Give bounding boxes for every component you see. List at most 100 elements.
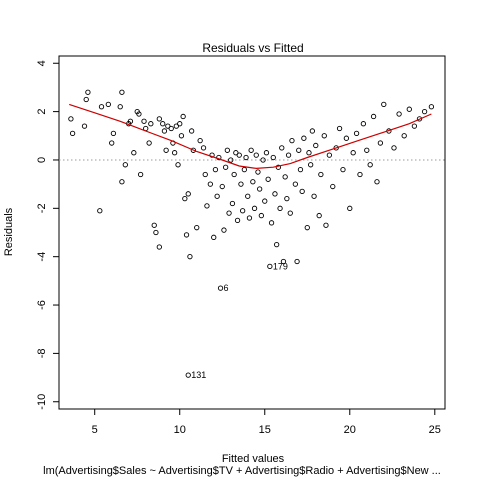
residual-point — [188, 128, 195, 134]
residual-point — [360, 121, 367, 127]
residual-point — [250, 179, 256, 185]
residual-point — [197, 137, 203, 144]
residual-point — [377, 140, 384, 146]
residual-point — [246, 215, 253, 221]
residual-point — [306, 150, 312, 156]
residual-point — [396, 111, 402, 117]
residual-point — [309, 128, 316, 134]
residual-point — [168, 125, 174, 132]
residual-point — [274, 241, 280, 248]
residual-point — [340, 166, 346, 173]
y-axis-label: Residuals — [3, 207, 15, 256]
residual-point — [194, 225, 200, 231]
residual-point — [110, 130, 117, 137]
residual-point — [177, 121, 183, 127]
residual-point — [279, 145, 285, 151]
residual-point — [280, 258, 287, 265]
residual-point — [151, 222, 157, 228]
y-tick-label: 4 — [36, 60, 48, 66]
residual-point — [105, 101, 111, 108]
residual-point — [289, 137, 295, 144]
residual-point — [262, 198, 268, 204]
residual-point — [364, 147, 370, 153]
residual-point — [97, 208, 103, 214]
y-tick-label: -10 — [36, 394, 48, 410]
residual-point — [253, 152, 259, 158]
x-tick-label: 10 — [174, 424, 186, 436]
residual-point — [401, 133, 407, 139]
y-tick-label: -6 — [36, 300, 48, 310]
residual-point — [347, 205, 353, 211]
residual-point — [146, 140, 152, 146]
residual-point — [316, 212, 322, 219]
residual-point — [251, 205, 258, 211]
residual-point — [153, 229, 159, 236]
residual-point — [160, 121, 166, 127]
residual-point — [308, 162, 314, 168]
residual-point — [323, 222, 329, 228]
residual-point — [178, 133, 185, 139]
residual-point — [83, 96, 89, 103]
residual-point — [260, 157, 266, 163]
residual-point — [224, 147, 230, 153]
residual-point — [267, 263, 273, 269]
residual-point — [122, 162, 128, 168]
residual-point — [350, 150, 356, 156]
residual-point — [284, 196, 290, 202]
residual-point — [263, 150, 270, 156]
outlier-label: 131 — [191, 370, 206, 380]
x-tick-label: 25 — [429, 424, 441, 436]
residual-point — [148, 121, 154, 127]
residual-point — [156, 244, 162, 250]
residual-point — [304, 225, 310, 231]
residual-point — [214, 193, 220, 199]
x-tick-label: 20 — [344, 424, 356, 436]
loess-smooth-line — [69, 103, 432, 170]
residual-point — [185, 191, 191, 197]
residual-point — [287, 210, 293, 216]
residual-point — [221, 227, 227, 233]
residual-point — [313, 142, 319, 149]
points-layer — [68, 89, 435, 378]
residual-point — [336, 125, 343, 132]
residual-point — [282, 174, 288, 180]
residual-point — [318, 171, 324, 178]
residual-point — [212, 166, 219, 173]
residual-point — [187, 254, 193, 260]
residual-point — [209, 152, 215, 158]
residual-point — [190, 147, 196, 153]
residual-point — [353, 130, 360, 137]
residual-point — [258, 212, 265, 219]
residual-point — [156, 116, 162, 122]
residual-point — [272, 191, 278, 197]
residual-point — [163, 147, 169, 153]
residual-point — [231, 171, 237, 178]
x-tick-label: 5 — [92, 424, 98, 436]
residual-point — [248, 147, 254, 153]
residual-point — [234, 217, 241, 224]
residual-point — [229, 200, 236, 207]
residual-point — [370, 113, 377, 120]
residual-point — [330, 183, 336, 190]
residual-point — [285, 152, 292, 158]
residual-point — [185, 372, 191, 378]
outlier-label: 6 — [224, 283, 229, 293]
x-axis-label: Fitted values — [222, 453, 285, 465]
residual-point — [411, 123, 418, 129]
point-labels-layer: 131 6 179 — [191, 261, 288, 380]
y-tick-label: 2 — [36, 109, 48, 115]
residual-point — [228, 157, 234, 163]
residual-point — [421, 108, 428, 115]
residual-point — [69, 130, 76, 137]
residual-point — [81, 123, 88, 129]
residual-point — [257, 186, 263, 192]
plot-frame — [58, 55, 446, 410]
residual-point — [428, 104, 435, 110]
residual-point — [270, 154, 276, 161]
residual-point — [217, 285, 224, 291]
smooth-line-layer — [69, 103, 432, 170]
residual-point — [391, 145, 397, 151]
residual-point — [245, 193, 251, 199]
residual-point — [297, 166, 304, 173]
